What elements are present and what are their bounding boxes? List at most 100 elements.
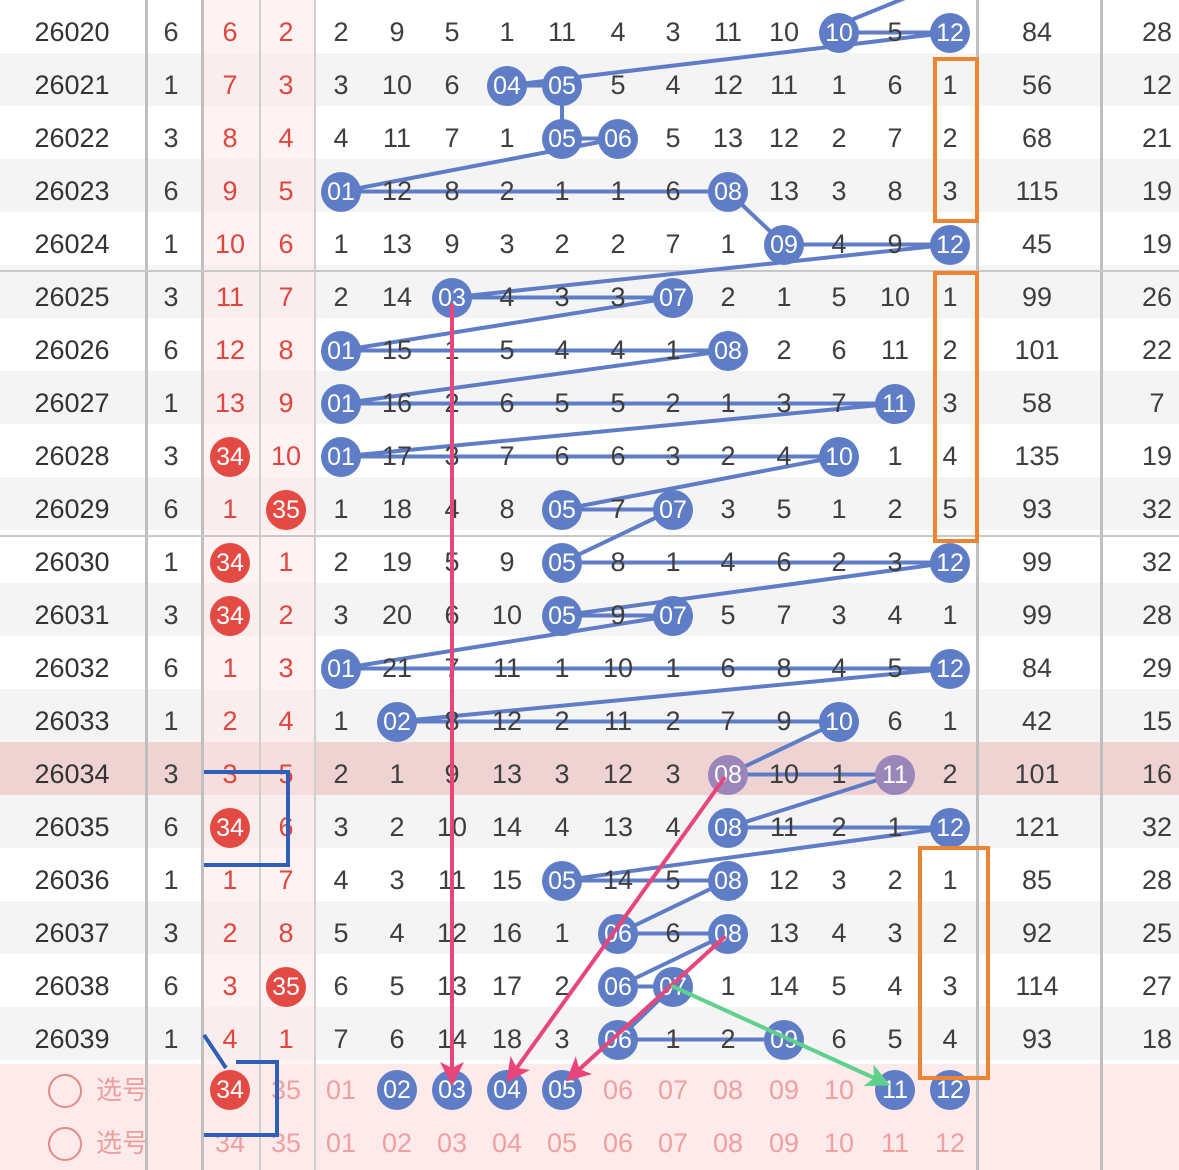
miss-count: 6: [665, 176, 681, 206]
miss-count: 12: [712, 70, 744, 100]
miss-count: 4: [333, 865, 349, 895]
pick-blue-ball[interactable]: 11: [875, 1070, 915, 1110]
pick-number[interactable]: 01: [325, 1128, 357, 1158]
miss-count: 4: [887, 971, 903, 1001]
miss-count: 21: [381, 653, 413, 683]
pick-number[interactable]: 04: [491, 1128, 523, 1158]
pick-number[interactable]: 08: [712, 1128, 744, 1158]
miss-count: 2: [665, 388, 681, 418]
pick-red-number[interactable]: 34: [214, 1128, 246, 1158]
issue-number: 26025: [34, 282, 110, 312]
pick-blue-ball[interactable]: 05: [542, 1070, 582, 1110]
blue-ball: 01: [321, 648, 361, 689]
miss-count: 4: [499, 282, 515, 312]
blue-ball: 10: [819, 701, 859, 742]
miss-count: 9: [444, 229, 460, 259]
pick-number[interactable]: 09: [768, 1075, 800, 1105]
miss-count: 5: [942, 494, 958, 524]
red-number: 7: [222, 70, 238, 100]
pick-number[interactable]: 10: [823, 1128, 855, 1158]
pick-number[interactable]: 01: [325, 1075, 357, 1105]
miss-count: 14: [436, 1024, 468, 1054]
span-value: 7: [1149, 388, 1165, 418]
pick-number[interactable]: 06: [602, 1128, 634, 1158]
red-number: 2: [222, 706, 238, 736]
miss-count: 4: [610, 17, 626, 47]
miss-count: 2: [720, 441, 736, 471]
sum-value: 6: [163, 653, 179, 683]
miss-count: 5: [444, 547, 460, 577]
pick-number[interactable]: 12: [934, 1128, 966, 1158]
miss-count: 2: [610, 229, 626, 259]
pick-number[interactable]: 05: [546, 1128, 578, 1158]
sum-value: 6: [163, 812, 179, 842]
blue-ball: 07: [653, 595, 693, 636]
red-number: 9: [278, 388, 294, 418]
blue-ball: 10: [819, 12, 859, 53]
radio-circle-icon[interactable]: [48, 1127, 82, 1161]
miss-count: 8: [887, 176, 903, 206]
pick-number[interactable]: 11: [880, 1128, 910, 1158]
miss-count: 2: [333, 547, 349, 577]
miss-count: 1: [831, 70, 847, 100]
miss-count: 6: [887, 70, 903, 100]
sum-value: 3: [163, 123, 179, 153]
span-value: 12: [1141, 70, 1173, 100]
span-value: 19: [1141, 229, 1173, 259]
blue-ball: 05: [542, 595, 582, 636]
miss-count: 5: [887, 17, 903, 47]
blue-ball: 02: [377, 701, 417, 742]
miss-count: 7: [333, 1024, 349, 1054]
red-number: 10: [214, 229, 246, 259]
pick-blue-ball[interactable]: 04: [487, 1070, 527, 1110]
blue-ball: 08: [708, 330, 748, 371]
pick-red-ball: 34: [210, 1070, 250, 1110]
miss-count: 7: [444, 653, 460, 683]
miss-count: 6: [831, 1024, 847, 1054]
miss-count: 11: [437, 865, 467, 895]
pick-number[interactable]: 10: [823, 1075, 855, 1105]
miss-count: 12: [436, 918, 468, 948]
red-number: 4: [278, 123, 294, 153]
selection-footer: [0, 1064, 1179, 1170]
pick-blue-ball[interactable]: 03: [432, 1070, 472, 1110]
pick-number[interactable]: 07: [657, 1075, 689, 1105]
red-number: 6: [278, 229, 294, 259]
miss-count: 11: [713, 17, 743, 47]
red-number: 2: [278, 17, 294, 47]
miss-count: 1: [776, 282, 792, 312]
red-number: 1: [222, 653, 238, 683]
pick-red-number[interactable]: 35: [270, 1128, 302, 1158]
pick-label[interactable]: 选号: [96, 1075, 149, 1105]
pick-number[interactable]: 07: [657, 1128, 689, 1158]
miss-count: 18: [491, 1024, 523, 1054]
miss-count: 2: [554, 229, 570, 259]
pick-number[interactable]: 02: [381, 1128, 413, 1158]
pick-number[interactable]: 09: [768, 1128, 800, 1158]
red-number: 10: [270, 441, 302, 471]
miss-count: 1: [499, 123, 515, 153]
pick-label[interactable]: 选号: [96, 1128, 149, 1158]
pick-number[interactable]: 06: [602, 1075, 634, 1105]
pick-number[interactable]: 08: [712, 1075, 744, 1105]
miss-count: 5: [665, 123, 681, 153]
miss-count: 1: [720, 229, 736, 259]
miss-count: 3: [942, 176, 958, 206]
miss-count: 4: [554, 335, 570, 365]
blue-ball: 01: [321, 436, 361, 477]
pick-number[interactable]: 03: [436, 1128, 468, 1158]
miss-count: 13: [712, 123, 744, 153]
miss-count: 4: [444, 494, 460, 524]
miss-count: 3: [610, 282, 626, 312]
miss-count: 10: [768, 759, 800, 789]
pick-blue-ball[interactable]: 02: [377, 1070, 417, 1110]
miss-count: 9: [499, 547, 515, 577]
miss-count: 3: [333, 600, 349, 630]
pick-red-number[interactable]: 35: [270, 1075, 302, 1105]
radio-circle-icon[interactable]: [48, 1074, 82, 1108]
pick-blue-ball[interactable]: 12: [930, 1070, 970, 1110]
miss-count: 6: [665, 918, 681, 948]
miss-count: 3: [831, 865, 847, 895]
total-value: 84: [1021, 653, 1053, 683]
red-number: 7: [278, 865, 294, 895]
